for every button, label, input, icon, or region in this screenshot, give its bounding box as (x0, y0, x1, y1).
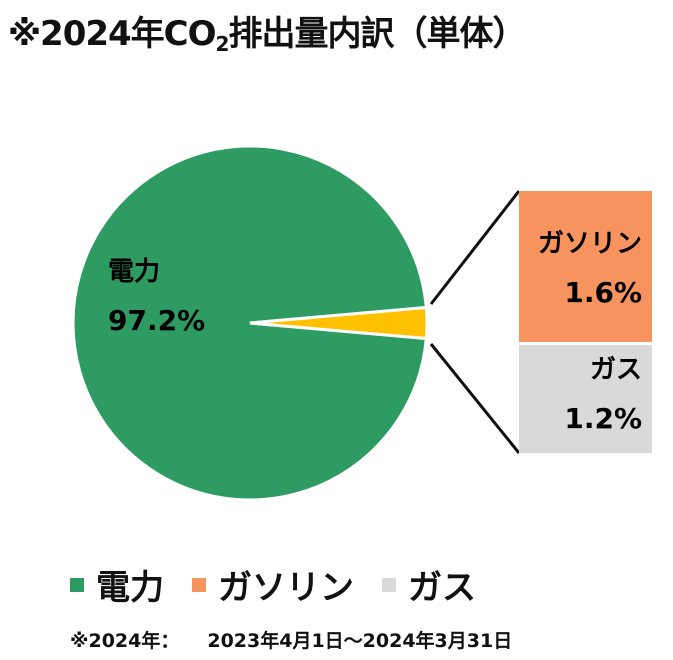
connector-line-top (429, 190, 521, 305)
legend-label-electricity: 電力 (96, 568, 164, 608)
label-electricity-name: 電力 (108, 257, 160, 287)
legend-label-gasoline: ガソリン (218, 568, 354, 608)
label-gas-pct: 1.2% (564, 402, 642, 435)
legend-label-gas: ガス (408, 568, 476, 608)
chart-title: ※2024年CO2排出量内訳（単体） (8, 6, 526, 56)
label-gasoline-name: ガソリン (538, 229, 642, 259)
legend-item-gasoline: ガソリン (192, 560, 354, 609)
pie-chart: 電力 97.2% ガソリン 1.6% ガス 1.2% (71, 144, 652, 502)
breakdown-bar-gas (519, 345, 652, 453)
label-gasoline-pct: 1.6% (564, 276, 642, 309)
pie-slice-gasoline-gas (249, 305, 429, 341)
legend: 電力 ガソリン ガス (70, 560, 476, 609)
legend-item-gas: ガス (382, 560, 476, 609)
title-main: ※2024年CO (8, 14, 217, 54)
label-electricity-pct: 97.2% (108, 304, 205, 337)
legend-swatch-electricity (70, 577, 84, 592)
breakdown-bar-gasoline (519, 191, 652, 342)
pie-slice-electricity (71, 144, 428, 502)
legend-item-electricity: 電力 (70, 560, 164, 609)
footnote-period: 2023年4月1日～2024年3月31日 (207, 630, 513, 652)
footnote: ※2024年： 2023年4月1日～2024年3月31日 (70, 626, 512, 653)
label-gas-name: ガス (590, 355, 642, 385)
connector-line-bottom (429, 343, 521, 454)
title-subscript: 2 (215, 32, 230, 56)
footnote-prefix: ※2024年： (70, 630, 180, 652)
legend-swatch-gas (382, 577, 396, 592)
title-rest: 排出量内訳（単体） (228, 14, 526, 54)
legend-swatch-gasoline (192, 577, 206, 592)
